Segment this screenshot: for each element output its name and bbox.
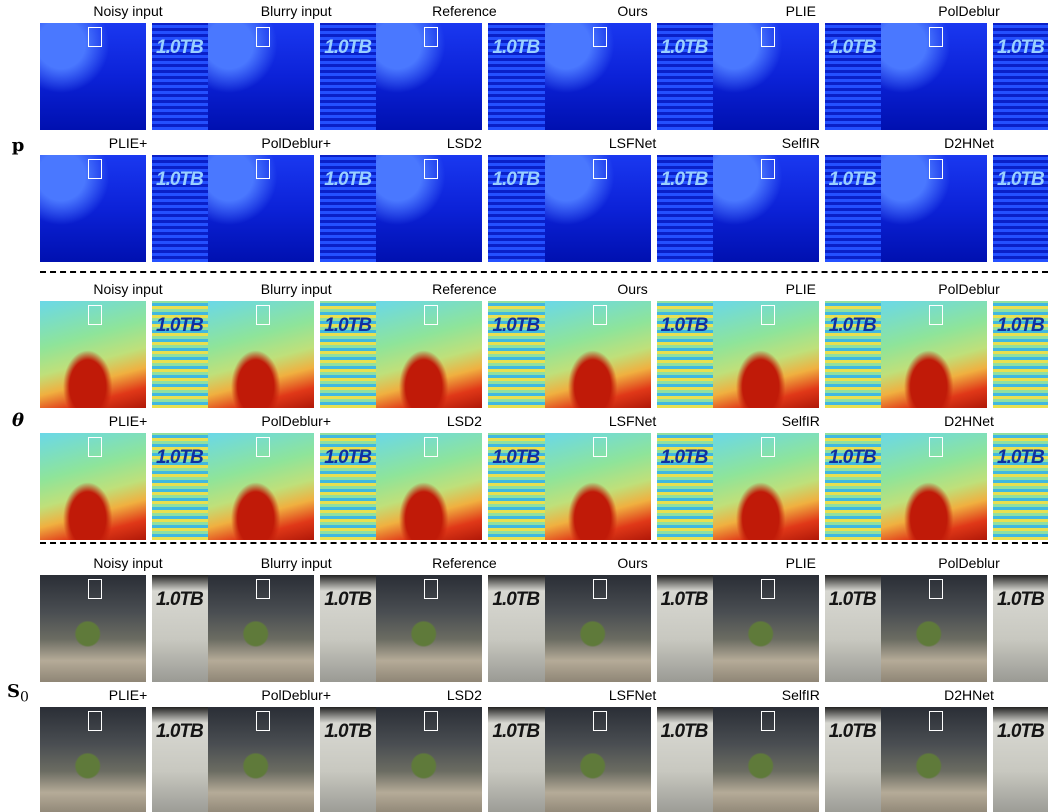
label-subscript: 0 <box>20 690 29 706</box>
crop-text: 1.0TB <box>997 589 1044 611</box>
crop-text: 1.0TB <box>829 589 876 611</box>
zoom-crop: 1.0TB <box>993 707 1048 812</box>
crop-text: 1.0TB <box>492 589 539 611</box>
method-title: Blurry input <box>216 555 376 571</box>
zoom-crop: 1.0TB <box>657 575 715 682</box>
crop-text: 1.0TB <box>661 589 708 611</box>
crop-text: 1.0TB <box>492 721 539 743</box>
zoom-box <box>424 579 438 599</box>
crop-text: 1.0TB <box>156 721 203 743</box>
zoom-crop: 1.0TB <box>320 575 378 682</box>
result-image <box>208 575 314 682</box>
result-image <box>376 575 482 682</box>
method-title: PolDeblur <box>889 555 1048 571</box>
method-title: PLIE+ <box>48 687 208 703</box>
zoom-box <box>761 711 775 731</box>
result-image <box>881 707 987 812</box>
crop-text: 1.0TB <box>156 589 203 611</box>
zoom-box <box>256 711 270 731</box>
result-image <box>881 575 987 682</box>
crop-text: 1.0TB <box>661 721 708 743</box>
zoom-crop: 1.0TB <box>488 575 546 682</box>
result-image <box>713 575 819 682</box>
zoom-box <box>929 579 943 599</box>
result-image <box>545 707 651 812</box>
zoom-box <box>929 711 943 731</box>
zoom-crop: 1.0TB <box>488 707 546 812</box>
label-text: S <box>7 681 20 702</box>
method-title: LSFNet <box>553 687 713 703</box>
zoom-box <box>761 579 775 599</box>
figure: pNoisy input1.0TBBlurry input1.0TBRefere… <box>0 0 1048 812</box>
method-title: Reference <box>384 555 544 571</box>
zoom-crop: 1.0TB <box>825 575 883 682</box>
result-image <box>208 707 314 812</box>
method-title: PolDeblur+ <box>216 687 376 703</box>
result-image <box>40 575 146 682</box>
crop-text: 1.0TB <box>324 721 371 743</box>
zoom-box <box>88 711 102 731</box>
row-label: S0 <box>0 681 36 706</box>
method-title: Noisy input <box>48 555 208 571</box>
zoom-box <box>593 579 607 599</box>
crop-text: 1.0TB <box>829 721 876 743</box>
method-title: D2HNet <box>889 687 1048 703</box>
zoom-box <box>593 711 607 731</box>
section: S0 Noisy input 1.0TB Blurry input 1.0TB Refer… <box>0 0 1048 812</box>
result-image <box>40 707 146 812</box>
zoom-crop: 1.0TB <box>825 707 883 812</box>
crop-text: 1.0TB <box>997 721 1044 743</box>
method-title: PLIE <box>721 555 881 571</box>
zoom-crop: 1.0TB <box>320 707 378 812</box>
result-image <box>713 707 819 812</box>
result-image <box>545 575 651 682</box>
zoom-crop: 1.0TB <box>152 707 210 812</box>
method-title: SelfIR <box>721 687 881 703</box>
crop-text: 1.0TB <box>324 589 371 611</box>
zoom-crop: 1.0TB <box>152 575 210 682</box>
method-title: Ours <box>553 555 713 571</box>
result-image <box>376 707 482 812</box>
zoom-box <box>424 711 438 731</box>
zoom-box <box>256 579 270 599</box>
zoom-crop: 1.0TB <box>993 575 1048 682</box>
method-title: LSD2 <box>384 687 544 703</box>
zoom-box <box>88 579 102 599</box>
zoom-crop: 1.0TB <box>657 707 715 812</box>
